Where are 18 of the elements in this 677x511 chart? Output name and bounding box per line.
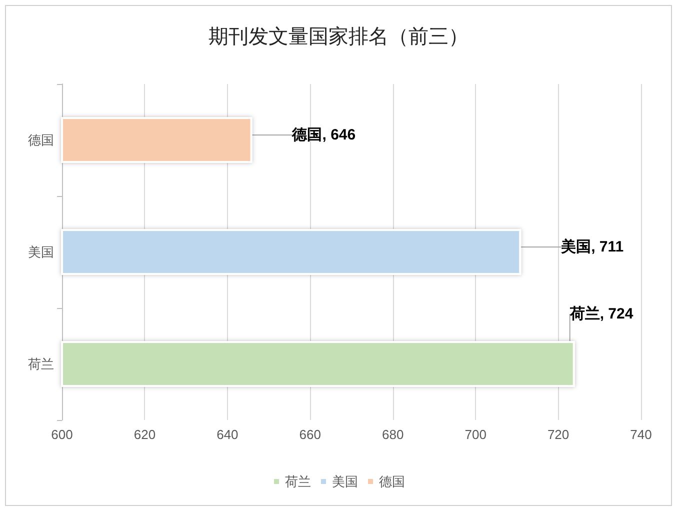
x-tick-label: 640: [216, 427, 238, 442]
x-tick-label: 680: [382, 427, 404, 442]
data-label: 美国, 711: [560, 238, 624, 256]
data-label: 德国, 646: [291, 126, 356, 144]
legend-label: 德国: [379, 474, 405, 489]
x-tick-label: 700: [464, 427, 486, 442]
data-label: 荷兰, 724: [568, 306, 634, 322]
legend-label: 荷兰: [285, 474, 311, 489]
x-tick-label: 600: [51, 427, 73, 442]
x-tick-label: 620: [134, 427, 156, 442]
x-tick-label: 660: [299, 427, 321, 442]
y-tick-label: 荷兰: [28, 356, 54, 372]
chart-title: 期刊发文量国家排名（前三）: [208, 26, 468, 48]
x-tick-label: 740: [630, 427, 652, 442]
legend-label: 美国: [332, 474, 358, 489]
y-tick-label: 德国: [28, 132, 54, 148]
y-tick-label: 美国: [28, 244, 54, 260]
x-tick-label: 720: [547, 427, 570, 442]
